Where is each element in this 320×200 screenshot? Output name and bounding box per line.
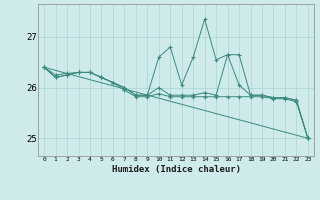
X-axis label: Humidex (Indice chaleur): Humidex (Indice chaleur) — [111, 165, 241, 174]
